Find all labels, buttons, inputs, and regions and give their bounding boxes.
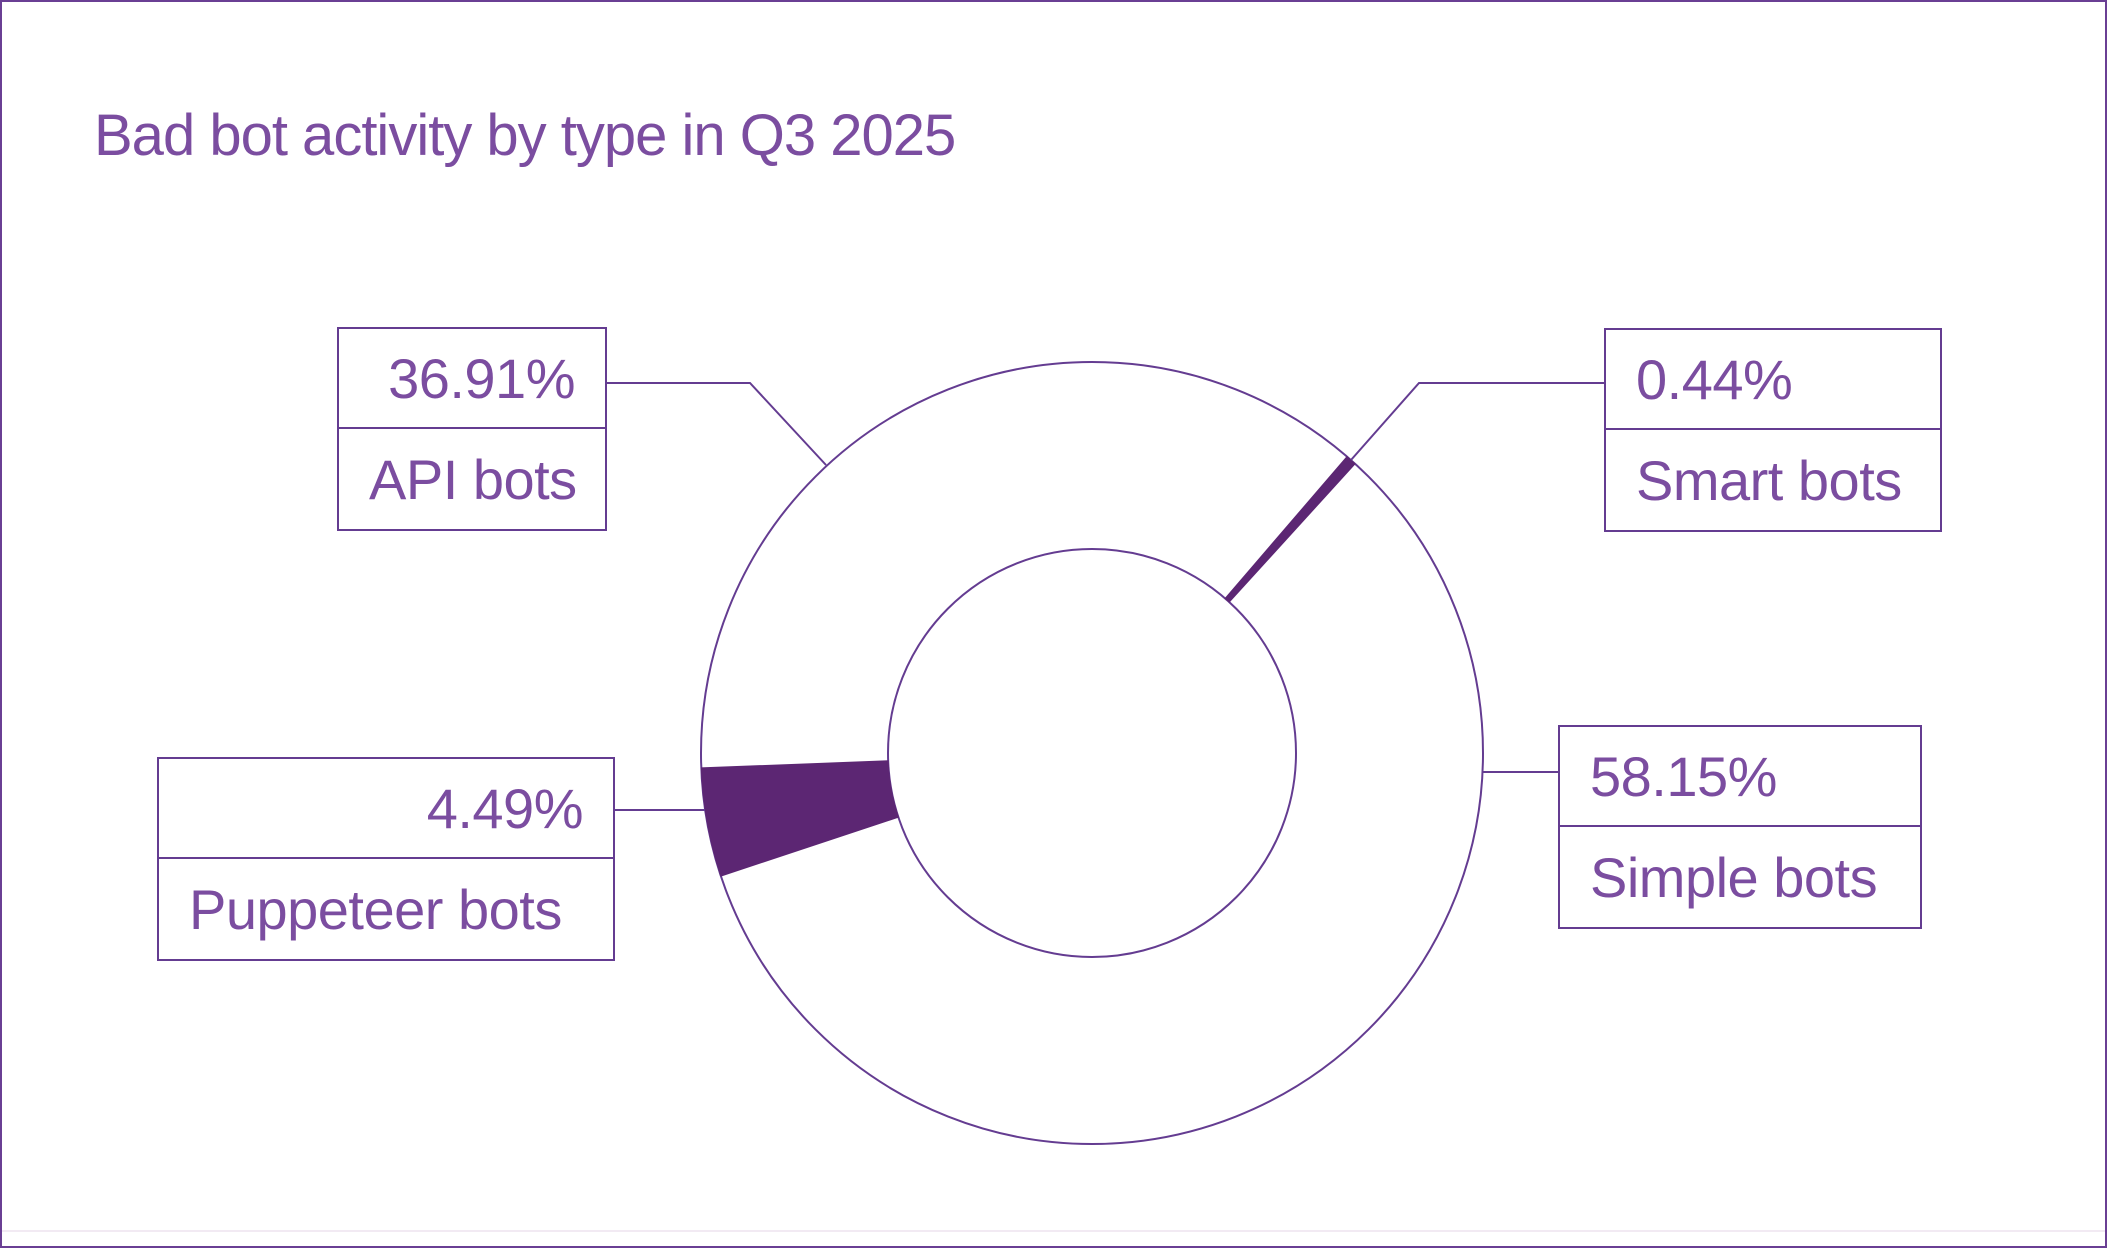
slice-percent: 4.49% xyxy=(159,759,613,859)
label-box-simple-bots: 58.15% Simple bots xyxy=(1558,725,1922,929)
slice-puppeteer-bots[interactable] xyxy=(700,760,900,877)
page-title: Bad bot activity by type in Q3 2025 xyxy=(94,103,956,168)
slice-name: API bots xyxy=(369,447,577,511)
slice-api-bots[interactable] xyxy=(701,362,1347,768)
slice-name: Simple bots xyxy=(1590,845,1878,909)
leader-line-api-bots xyxy=(607,382,827,466)
bottom-faint-rule xyxy=(2,1230,2105,1232)
slice-smart-bots[interactable] xyxy=(1224,455,1356,603)
slices-group xyxy=(700,362,1356,877)
slice-percent: 36.91% xyxy=(339,329,605,429)
label-box-puppeteer-bots: 4.49% Puppeteer bots xyxy=(157,757,615,961)
slice-name: Smart bots xyxy=(1636,448,1902,512)
outer-ring-circle xyxy=(700,361,1484,1145)
inner-ring-circle xyxy=(887,548,1297,958)
label-box-smart-bots: 0.44% Smart bots xyxy=(1604,328,1942,532)
label-box-api-bots: 36.91% API bots xyxy=(337,327,607,531)
leader-line-smart-bots xyxy=(1350,382,1604,461)
slice-name: Puppeteer bots xyxy=(189,877,562,941)
slice-percent: 0.44% xyxy=(1606,330,1940,430)
slice-percent: 58.15% xyxy=(1560,727,1920,827)
